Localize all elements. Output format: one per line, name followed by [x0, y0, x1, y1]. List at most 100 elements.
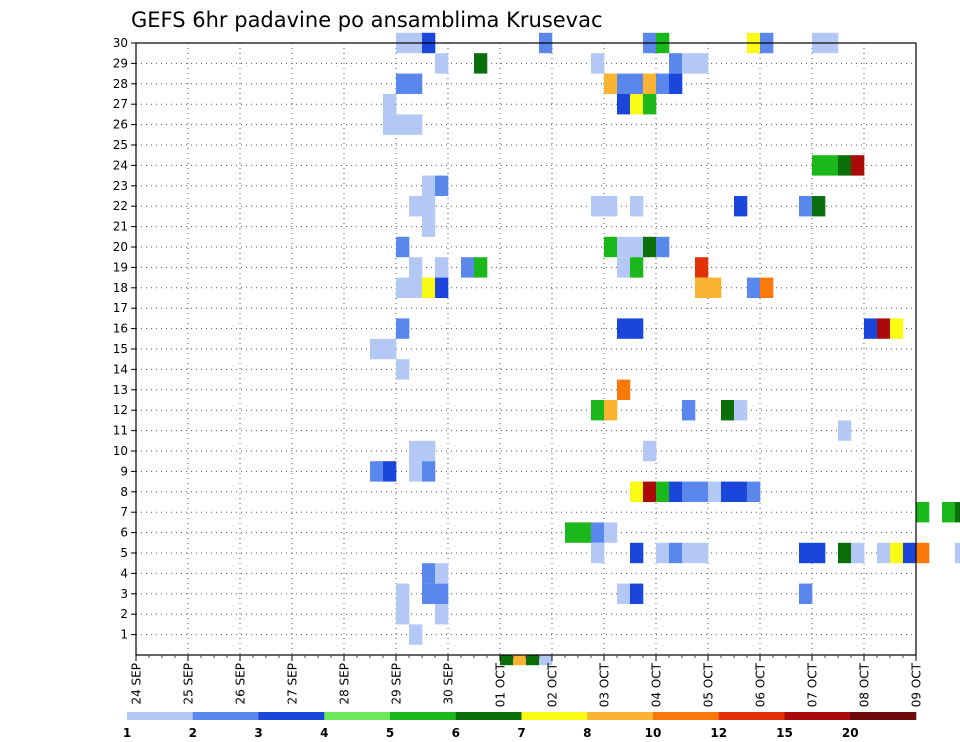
precip-cell — [396, 604, 410, 625]
precip-cell — [734, 481, 748, 502]
precip-cell — [916, 542, 930, 564]
precip-cell — [630, 542, 644, 564]
precip-cell — [747, 277, 761, 298]
precip-cell — [591, 542, 605, 564]
precip-cell — [370, 461, 384, 482]
y-tick-label: 30 — [113, 36, 128, 50]
precip-cell — [747, 481, 761, 502]
precip-cell — [500, 655, 514, 666]
x-tick-label: 08 OCT — [858, 662, 872, 707]
colorbar-swatch — [258, 712, 325, 720]
precip-cell — [604, 236, 618, 258]
precip-cell — [682, 542, 696, 564]
colorbar-label: 7 — [517, 726, 525, 740]
precip-cell — [539, 655, 553, 666]
precip-cell — [591, 400, 605, 421]
precip-cell — [630, 236, 644, 258]
y-tick-label: 27 — [113, 97, 128, 111]
colorbar-swatch — [850, 712, 917, 720]
precip-cell — [695, 53, 709, 74]
precip-cell — [591, 196, 605, 217]
precip-cell — [695, 542, 709, 564]
colorbar-swatch — [784, 712, 851, 720]
y-tick-label: 29 — [113, 56, 128, 70]
y-tick-label: 3 — [120, 587, 128, 601]
precip-cell — [799, 542, 813, 564]
precip-cell — [721, 400, 735, 421]
y-tick-label: 24 — [113, 158, 128, 172]
precip-cell — [916, 502, 930, 523]
precip-cell — [422, 440, 436, 462]
precip-cell — [643, 440, 657, 462]
precip-cell — [812, 196, 826, 217]
precip-cell — [617, 73, 631, 94]
precip-cell — [604, 196, 618, 217]
y-tick-label: 20 — [113, 240, 128, 254]
precip-cell — [435, 583, 449, 604]
precip-cell — [578, 522, 592, 543]
precip-cell — [955, 502, 960, 523]
x-tick-label: 09 OCT — [910, 662, 924, 707]
precip-cell — [370, 338, 384, 360]
precip-cell — [903, 542, 917, 564]
y-tick-label: 23 — [113, 179, 128, 193]
grid-lines — [136, 42, 916, 655]
colorbar-label: 10 — [645, 726, 662, 740]
precip-cell — [513, 655, 527, 666]
precip-cell — [630, 257, 644, 278]
precip-cell — [435, 277, 449, 298]
colorbar-label: 8 — [583, 726, 591, 740]
x-tick-label: 24 SEP — [130, 663, 144, 705]
precip-cell — [422, 196, 436, 217]
precip-cell — [461, 257, 475, 278]
x-axis: 24 SEP 25 SEP 26 SEP 27 SEP 28 SEP 29 SEP 30 S… — [130, 655, 924, 707]
colorbar-swatch — [390, 712, 457, 720]
precip-cell — [799, 196, 813, 217]
y-axis: 1234567891011121314151617181920212223242… — [113, 36, 136, 642]
precip-cell — [630, 94, 644, 115]
precip-cell — [565, 522, 579, 543]
heatmap-cells — [370, 32, 960, 666]
precip-cell — [682, 400, 696, 421]
x-tick-label: 04 OCT — [650, 662, 664, 707]
precip-cell — [422, 583, 436, 604]
precip-cell — [669, 53, 683, 74]
precip-cell — [396, 583, 410, 604]
y-tick-label: 26 — [113, 118, 128, 132]
colorbar-swatch — [718, 712, 785, 720]
precip-cell — [422, 461, 436, 482]
precip-cell — [669, 481, 683, 502]
precip-cell — [695, 481, 709, 502]
colorbar-swatch — [127, 712, 194, 720]
precip-cell — [422, 216, 436, 237]
colorbar-label: 5 — [386, 726, 394, 740]
y-tick-label: 7 — [120, 505, 128, 519]
y-tick-label: 19 — [113, 260, 128, 274]
colorbar-label: 1 — [123, 726, 131, 740]
y-tick-label: 1 — [120, 628, 128, 642]
precip-cell — [409, 257, 423, 278]
precip-cell — [617, 257, 631, 278]
precip-cell — [383, 461, 397, 482]
precip-cell — [435, 563, 449, 584]
x-tick-label: 26 SEP — [234, 663, 248, 705]
precip-cell — [630, 73, 644, 94]
y-tick-label: 4 — [120, 566, 128, 580]
x-tick-label: 27 SEP — [286, 663, 300, 705]
colorbar-swatch — [192, 712, 259, 720]
precip-cell — [422, 277, 436, 298]
precip-cell — [604, 400, 618, 421]
precip-cell — [656, 236, 670, 258]
chart-title: GEFS 6hr padavine po ansamblima Krusevac — [131, 8, 603, 32]
precip-cell — [669, 542, 683, 564]
precip-cell — [630, 318, 644, 339]
x-tick-label: 05 OCT — [702, 662, 716, 707]
precip-cell — [617, 583, 631, 604]
precip-cell — [617, 236, 631, 258]
precip-cell — [383, 338, 397, 360]
x-tick-label: 29 SEP — [390, 663, 404, 705]
precip-cell — [669, 73, 683, 94]
x-tick-label: 01 OCT — [494, 662, 508, 707]
precip-cell — [409, 461, 423, 482]
